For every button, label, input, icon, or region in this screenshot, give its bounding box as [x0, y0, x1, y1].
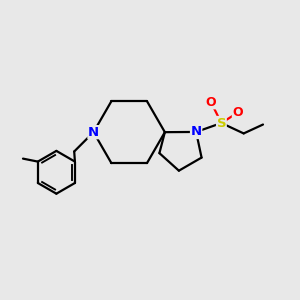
Text: O: O — [206, 96, 216, 109]
Text: N: N — [88, 126, 99, 139]
Text: O: O — [232, 106, 243, 119]
Text: S: S — [217, 116, 226, 130]
Text: N: N — [190, 125, 202, 138]
